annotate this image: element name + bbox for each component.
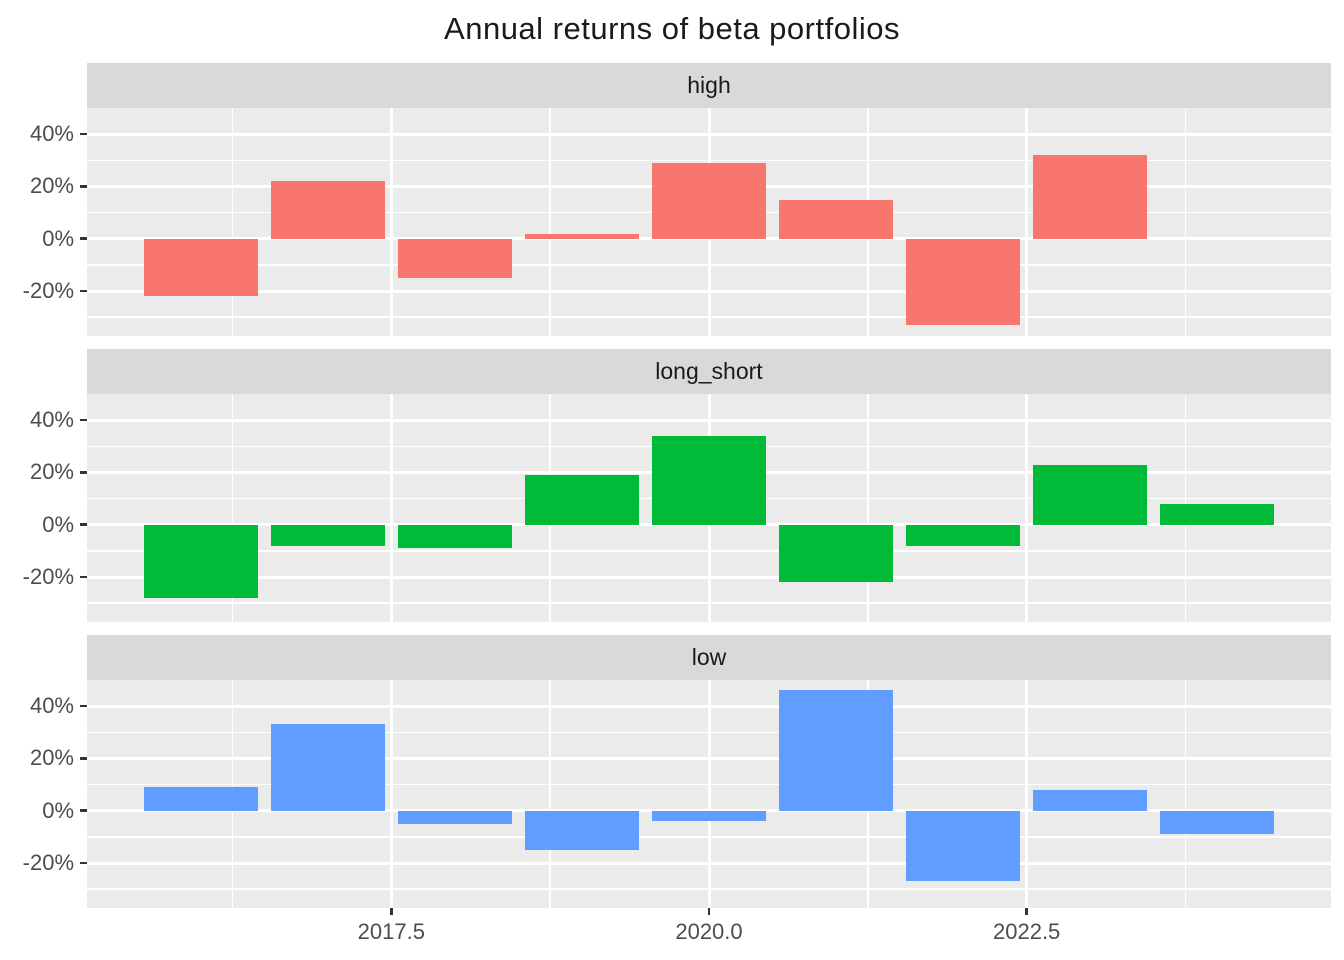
bar-long_short-2016 <box>143 524 258 598</box>
bar-high-2019 <box>524 233 640 239</box>
y-tick-label: 0% <box>42 797 74 823</box>
bar-low-2024 <box>1160 810 1275 835</box>
bar-low-2023 <box>1033 789 1148 811</box>
bar-long_short-2021 <box>778 524 894 583</box>
plot-title: Annual returns of beta portfolios <box>444 11 900 46</box>
y-tick-label: -20% <box>22 564 74 590</box>
gridline-v-minor <box>1184 108 1187 336</box>
y-tick-mark <box>80 237 87 240</box>
bar-long_short-2020 <box>651 435 767 525</box>
facet-strip: long_short <box>87 349 1331 394</box>
bar-low-2018 <box>397 810 513 824</box>
y-tick-mark <box>80 861 87 865</box>
y-tick-label: 20% <box>29 459 74 485</box>
y-tick-mark <box>80 289 87 293</box>
bar-long_short-2023 <box>1033 464 1148 525</box>
bar-long_short-2022 <box>905 524 1021 546</box>
bar-high-2017 <box>270 181 385 239</box>
bar-high-2016 <box>143 238 258 297</box>
gridline-v-minor <box>231 394 234 622</box>
facet-strip: low <box>87 635 1331 680</box>
y-tick-label: -20% <box>22 278 74 304</box>
bar-long_short-2024 <box>1160 503 1275 525</box>
x-tick-label: 2020.0 <box>675 919 743 944</box>
bar-high-2018 <box>397 238 513 278</box>
y-tick-label: -20% <box>22 850 74 876</box>
y-tick-mark <box>80 523 87 526</box>
bar-low-2021 <box>778 690 894 811</box>
bar-low-2019 <box>524 810 640 850</box>
x-tick-mark <box>390 907 393 915</box>
y-tick-mark <box>80 575 87 579</box>
gridline-v-major <box>389 108 393 336</box>
gridline-v-major <box>1025 108 1029 336</box>
gridline-v-minor <box>549 108 551 336</box>
y-tick-mark <box>80 132 87 136</box>
gridline-v-major <box>1025 394 1029 622</box>
x-tick-mark <box>1025 907 1028 915</box>
bar-long_short-2017 <box>270 524 385 546</box>
bar-high-2022 <box>905 238 1021 326</box>
bar-high-2020 <box>651 162 767 239</box>
y-tick-mark <box>80 471 87 474</box>
facet-strip: high <box>87 63 1331 108</box>
gridline-v-major <box>707 680 711 908</box>
facet-strip-label: low <box>691 644 727 670</box>
gridline-v-minor <box>231 108 234 336</box>
gridline-v-major <box>1025 680 1029 908</box>
y-tick-mark <box>80 185 87 188</box>
facet-strip-label: high <box>687 72 731 98</box>
gridline-v-minor <box>867 394 869 622</box>
facet-panel <box>87 394 1331 622</box>
bar-low-2016 <box>143 787 258 811</box>
y-tick-label: 40% <box>29 407 74 433</box>
y-tick-label: 20% <box>29 173 74 199</box>
y-tick-mark <box>80 809 87 812</box>
y-tick-mark <box>80 418 87 422</box>
gridline-v-minor <box>549 680 551 908</box>
x-tick-label: 2017.5 <box>357 919 425 944</box>
gridline-v-minor <box>1184 680 1187 908</box>
gridline-v-major <box>389 394 393 622</box>
facet-strip-label: long_short <box>655 358 763 384</box>
x-tick-mark <box>707 907 711 915</box>
bar-low-2017 <box>270 724 385 811</box>
x-tick-label: 2022.5 <box>993 919 1061 944</box>
y-tick-label: 0% <box>42 511 74 537</box>
y-tick-label: 20% <box>29 745 74 771</box>
bar-long_short-2019 <box>524 475 640 525</box>
bar-high-2021 <box>778 199 894 239</box>
facet-panel <box>87 108 1331 336</box>
bar-low-2020 <box>651 810 767 822</box>
y-tick-label: 40% <box>29 693 74 719</box>
bar-high-2023 <box>1033 155 1148 239</box>
y-tick-label: 0% <box>42 225 74 251</box>
y-tick-mark <box>80 757 87 760</box>
y-tick-label: 40% <box>29 121 74 147</box>
y-tick-mark <box>80 704 87 708</box>
bar-long_short-2018 <box>397 524 513 549</box>
gridline-v-major <box>389 680 393 908</box>
bar-low-2022 <box>905 810 1021 882</box>
facet-panel <box>87 680 1331 908</box>
